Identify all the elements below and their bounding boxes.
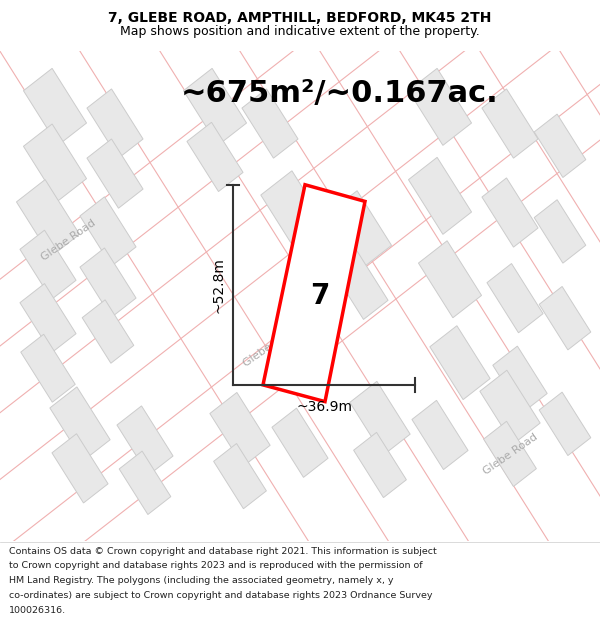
Polygon shape [119, 451, 171, 514]
Text: Contains OS data © Crown copyright and database right 2021. This information is : Contains OS data © Crown copyright and d… [9, 546, 437, 556]
Polygon shape [184, 68, 247, 146]
Text: Glebe Road: Glebe Road [481, 431, 539, 476]
Polygon shape [332, 250, 388, 319]
Text: HM Land Registry. The polygons (including the associated geometry, namely x, y: HM Land Registry. The polygons (includin… [9, 576, 394, 585]
Polygon shape [23, 68, 86, 146]
Text: co-ordinates) are subject to Crown copyright and database rights 2023 Ordnance S: co-ordinates) are subject to Crown copyr… [9, 591, 433, 600]
Polygon shape [21, 334, 75, 402]
Polygon shape [16, 179, 80, 257]
Polygon shape [80, 197, 136, 266]
Polygon shape [484, 421, 536, 486]
Polygon shape [418, 241, 482, 318]
Polygon shape [87, 89, 143, 158]
Polygon shape [272, 408, 328, 478]
Polygon shape [409, 158, 472, 234]
Polygon shape [20, 284, 76, 352]
Polygon shape [539, 392, 591, 456]
Polygon shape [487, 264, 543, 332]
Polygon shape [117, 406, 173, 475]
Polygon shape [20, 230, 76, 299]
Polygon shape [87, 139, 143, 208]
Polygon shape [50, 387, 110, 461]
Polygon shape [187, 122, 243, 191]
Text: Glebe Road: Glebe Road [39, 218, 97, 262]
Polygon shape [52, 434, 108, 503]
Polygon shape [409, 68, 472, 146]
Polygon shape [482, 89, 538, 158]
Text: ~52.8m: ~52.8m [212, 257, 226, 312]
Polygon shape [23, 124, 86, 201]
Text: ~675m²/~0.167ac.: ~675m²/~0.167ac. [181, 79, 499, 108]
Polygon shape [263, 185, 365, 402]
Polygon shape [82, 300, 134, 363]
Polygon shape [539, 286, 591, 350]
Polygon shape [261, 171, 329, 254]
Text: ~36.9m: ~36.9m [296, 401, 352, 414]
Text: 7: 7 [310, 282, 329, 310]
Polygon shape [482, 178, 538, 247]
Polygon shape [534, 200, 586, 263]
Polygon shape [214, 444, 266, 509]
Polygon shape [493, 346, 547, 413]
Polygon shape [480, 370, 540, 444]
Polygon shape [350, 381, 410, 455]
Polygon shape [328, 191, 392, 268]
Polygon shape [80, 248, 136, 318]
Polygon shape [430, 326, 490, 399]
Polygon shape [210, 392, 270, 466]
Polygon shape [534, 114, 586, 178]
Text: 100026316.: 100026316. [9, 606, 66, 614]
Polygon shape [412, 401, 468, 469]
Text: to Crown copyright and database rights 2023 and is reproduced with the permissio: to Crown copyright and database rights 2… [9, 561, 422, 570]
Text: Map shows position and indicative extent of the property.: Map shows position and indicative extent… [120, 26, 480, 39]
Text: 7, GLEBE ROAD, AMPTHILL, BEDFORD, MK45 2TH: 7, GLEBE ROAD, AMPTHILL, BEDFORD, MK45 2… [109, 11, 491, 25]
Polygon shape [353, 432, 406, 498]
Polygon shape [242, 89, 298, 158]
Text: Glebe Road: Glebe Road [241, 324, 299, 368]
